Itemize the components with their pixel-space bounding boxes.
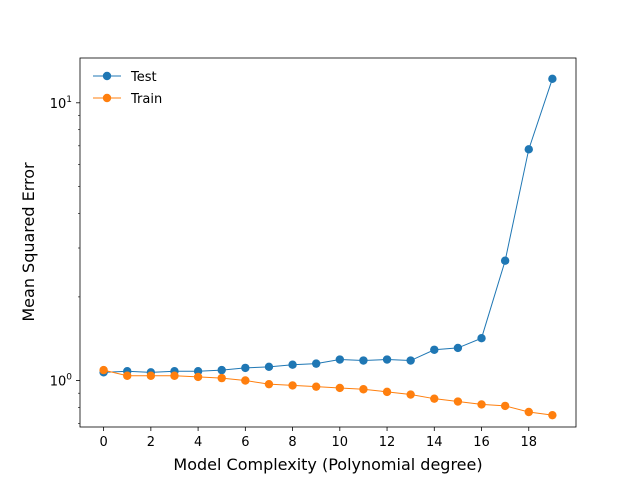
x-tick-label: 4 (194, 435, 202, 450)
y-tick-label: 100 (50, 372, 73, 389)
test-data-point (382, 355, 392, 364)
test-data-point (288, 360, 297, 369)
train-data-point (193, 372, 203, 382)
train-data-point (217, 373, 226, 383)
y-axis-ticks: 100 101 (50, 95, 80, 424)
train-data-point (146, 371, 156, 380)
x-tick-label: 6 (241, 435, 249, 450)
train-data-point (382, 387, 392, 397)
legend: Test Train (93, 70, 162, 107)
test-data-point (548, 74, 557, 84)
plot-area (80, 58, 576, 427)
test-data-point (477, 334, 486, 343)
y-tick-label: 101 (50, 95, 72, 112)
x-tick-label: 12 (379, 435, 396, 450)
legend-test-marker (102, 71, 112, 81)
x-tick-label: 14 (426, 435, 443, 450)
legend-train-label: Train (130, 92, 162, 107)
test-data-point (241, 363, 250, 373)
test-data-point (453, 343, 463, 353)
train-data-point (500, 401, 510, 411)
x-axis-label: Model Complexity (Polynomial degree) (173, 455, 482, 474)
x-tick-label: 8 (288, 435, 296, 450)
train-data-point (406, 390, 415, 399)
train-data-point (477, 400, 486, 409)
test-data-point (359, 356, 368, 365)
test-data-point (311, 359, 321, 368)
test-data-point (524, 145, 533, 154)
train-data-point (241, 376, 250, 385)
test-data-point (264, 362, 274, 372)
x-tick-label: 10 (332, 435, 349, 450)
test-data-point (335, 355, 345, 364)
x-tick-label: 2 (147, 435, 155, 450)
x-tick-label: 0 (99, 435, 107, 450)
test-data-point (217, 365, 226, 375)
train-data-point (335, 383, 345, 393)
train-data-point (453, 397, 463, 406)
axes-layer (79, 57, 577, 428)
x-tick-label: 18 (520, 435, 537, 450)
x-axis-ticks: 0 2 4 6 8 10 12 14 16 18 (99, 427, 537, 450)
train-data-point (524, 407, 533, 417)
plot-frame (79, 57, 577, 428)
train-data-point (99, 365, 108, 375)
train-data-point (170, 371, 179, 380)
train-data-point (123, 371, 132, 380)
train-data-point (264, 379, 274, 389)
legend-train-marker (102, 93, 112, 103)
test-data-point (500, 256, 510, 265)
test-data-point (430, 345, 439, 354)
train-data-point (311, 382, 321, 391)
train-data-point (548, 410, 557, 420)
legend-test-label: Test (130, 70, 157, 85)
test-data-point (406, 356, 415, 365)
train-data-point (430, 394, 439, 403)
x-tick-label: 16 (473, 435, 490, 450)
train-data-point (288, 381, 297, 390)
y-axis-label: Mean Squared Error (19, 162, 38, 322)
series-layer (99, 74, 557, 420)
train-data-point (359, 385, 368, 394)
